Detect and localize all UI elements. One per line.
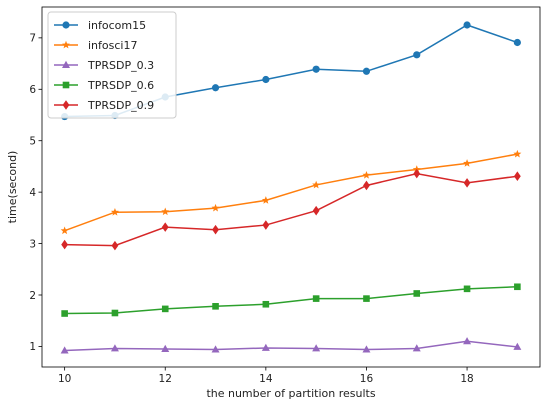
data-point	[463, 21, 471, 29]
series-infosci17	[60, 149, 522, 235]
data-point	[61, 310, 68, 317]
y-tick-label: 1	[29, 341, 36, 353]
data-point	[413, 168, 421, 179]
data-point	[362, 345, 371, 353]
legend-item: TPRSDP_0.9	[54, 99, 154, 112]
legend-label: infocom15	[88, 19, 146, 32]
series-TPRSDP_0.9	[61, 168, 521, 251]
legend: infocom15 infosci17 TPRSDP_0.3 TPRSDP_0.6 TP…	[47, 11, 177, 119]
data-point	[161, 305, 169, 313]
data-point	[161, 344, 170, 352]
data-point	[261, 196, 270, 204]
data-point	[412, 344, 421, 352]
data-point	[312, 205, 320, 216]
data-point	[513, 171, 521, 181]
data-point	[262, 300, 270, 308]
data-point	[413, 290, 421, 297]
data-point	[110, 344, 119, 352]
legend-box	[47, 11, 177, 119]
data-point	[211, 203, 220, 212]
legend-marker	[62, 60, 70, 68]
data-point	[463, 285, 471, 293]
data-point	[261, 343, 270, 351]
x-tick-label: 10	[58, 373, 71, 385]
y-tick-label: 6	[29, 84, 36, 96]
plot-frame	[41, 6, 541, 368]
legend-marker	[62, 81, 70, 89]
legend-marker	[62, 40, 70, 49]
legend-item: TPRSDP_0.6	[54, 79, 154, 92]
series-line	[64, 172, 518, 247]
data-point	[513, 342, 522, 350]
data-point	[111, 309, 119, 317]
data-point	[211, 84, 220, 92]
data-point	[212, 224, 219, 235]
series-line	[64, 340, 518, 352]
x-tick-label: 14	[259, 373, 273, 385]
series-line	[64, 153, 518, 232]
x-tick-label: 12	[159, 373, 172, 385]
data-point	[161, 207, 170, 216]
series-line	[64, 286, 518, 315]
data-point	[60, 226, 69, 235]
data-point	[513, 38, 521, 47]
legend-label: TPRSDP_0.9	[87, 99, 154, 112]
data-point	[312, 295, 320, 302]
data-point	[463, 178, 471, 188]
y-tick-label: 2	[29, 290, 36, 302]
data-point	[111, 240, 119, 251]
x-tick-label: 16	[360, 373, 374, 385]
data-point	[212, 303, 219, 310]
data-point	[463, 159, 472, 167]
data-point	[262, 220, 270, 230]
x-axis-label: the number of partition results	[206, 387, 375, 400]
data-point	[161, 222, 169, 232]
series-TPRSDP_0.3	[60, 337, 522, 354]
series-TPRSDP_0.6	[61, 283, 521, 317]
data-point	[363, 180, 370, 191]
data-point	[413, 51, 421, 59]
data-point	[60, 346, 69, 354]
data-point	[211, 345, 220, 353]
data-point	[362, 67, 371, 75]
data-point	[312, 344, 321, 352]
data-point	[61, 239, 69, 250]
data-point	[463, 337, 472, 345]
y-tick-label: 3	[29, 238, 36, 250]
y-tick-label: 4	[29, 187, 36, 199]
data-point	[363, 295, 370, 302]
data-point	[312, 65, 320, 73]
x-tick-label: 18	[460, 373, 473, 385]
data-point	[362, 170, 371, 179]
y-tick-label: 7	[29, 33, 36, 45]
legend-marker	[62, 21, 70, 29]
data-point	[514, 283, 521, 291]
data-point	[513, 149, 522, 158]
legend-marker	[62, 100, 70, 110]
legend-item: infocom15	[54, 19, 146, 32]
y-tick-label: 5	[29, 136, 36, 148]
legend-item: TPRSDP_0.3	[54, 59, 154, 72]
y-axis-label: time(second)	[6, 151, 19, 224]
legend-label: TPRSDP_0.6	[87, 79, 154, 92]
data-point	[312, 180, 321, 189]
data-point	[262, 75, 270, 84]
data-point	[110, 208, 119, 216]
legend-label: TPRSDP_0.3	[87, 59, 154, 72]
legend-item: infosci17	[54, 39, 137, 52]
legend-label: infosci17	[88, 39, 137, 52]
